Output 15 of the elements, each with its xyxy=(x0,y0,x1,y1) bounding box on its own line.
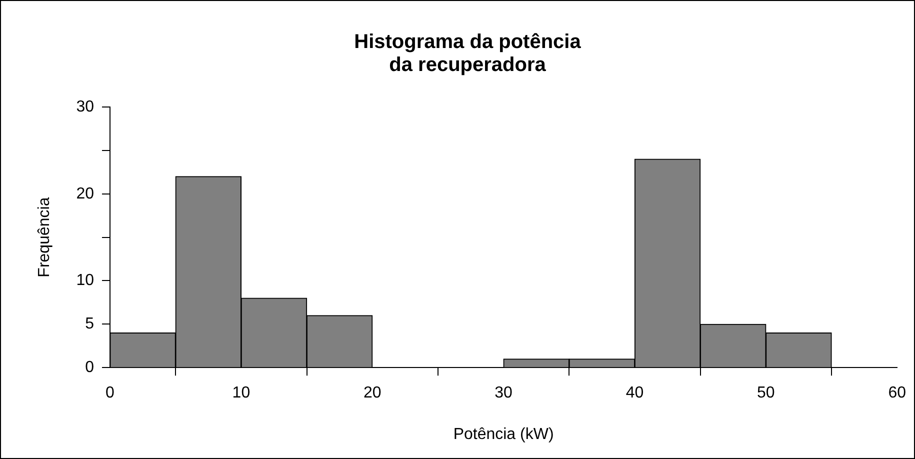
y-axis-title: Frequência xyxy=(36,197,54,278)
y-tick-label: 30 xyxy=(76,98,94,116)
x-tick-label: 30 xyxy=(494,384,513,402)
x-axis-title: Potência (kW) xyxy=(453,426,554,443)
chart-title: Histograma da potência da recuperadora xyxy=(354,31,582,76)
x-tick-label: 10 xyxy=(232,384,250,402)
x-tick-label: 20 xyxy=(363,384,382,402)
x-tick-label: 60 xyxy=(888,384,906,402)
y-tick-label: 20 xyxy=(76,185,94,202)
x-tick-label: 50 xyxy=(757,384,775,402)
y-tick-label: 5 xyxy=(85,316,94,333)
y-tick-label: 10 xyxy=(76,272,94,290)
x-tick-label: 0 xyxy=(106,384,115,402)
x-tick-label: 40 xyxy=(626,384,644,402)
y-tick-label: 0 xyxy=(85,359,94,376)
